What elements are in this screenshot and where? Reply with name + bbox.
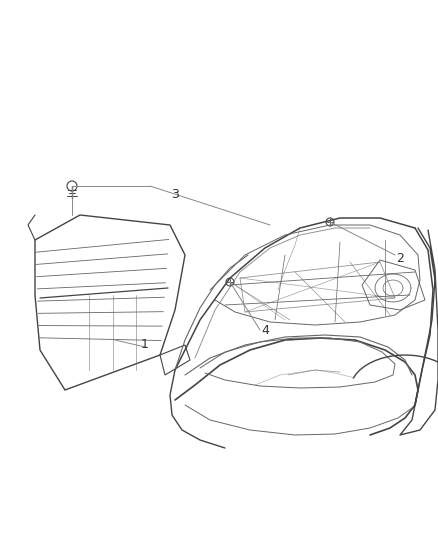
Text: 1: 1 — [141, 338, 149, 351]
Text: 2: 2 — [396, 252, 404, 264]
Text: 4: 4 — [261, 324, 269, 336]
Text: 3: 3 — [171, 189, 179, 201]
